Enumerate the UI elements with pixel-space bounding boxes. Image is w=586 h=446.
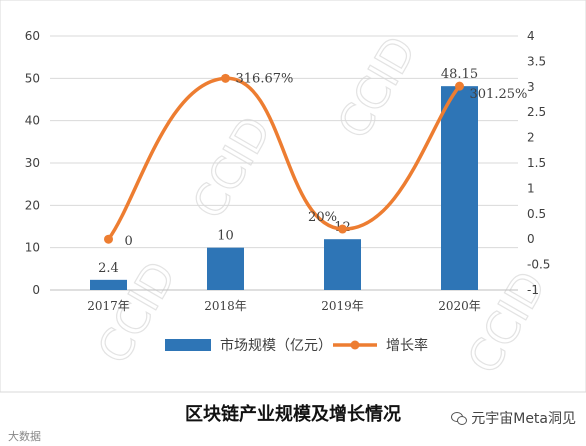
bar-data-label: 48.15 bbox=[441, 67, 478, 82]
left-tick-label: 20 bbox=[25, 198, 40, 212]
right-tick-label: 3.5 bbox=[527, 54, 546, 68]
right-tick-label: 0 bbox=[527, 232, 535, 246]
x-axis: 2017年 2018年 2019年 2020年 bbox=[87, 299, 481, 313]
left-tick-label: 60 bbox=[25, 29, 40, 43]
growth-point bbox=[104, 234, 113, 244]
growth-data-label: 0 bbox=[125, 234, 133, 249]
right-tick-label: -1 bbox=[527, 283, 539, 297]
legend-line-label: 增长率 bbox=[386, 337, 428, 354]
growth-data-label: 301.25% bbox=[470, 87, 528, 102]
legend: 市场规模（亿元） 增长率 bbox=[165, 337, 428, 354]
right-tick-label: 1.5 bbox=[527, 156, 546, 170]
left-tick-label: 40 bbox=[25, 114, 40, 128]
legend-bar-label: 市场规模（亿元） bbox=[220, 337, 332, 354]
right-tick-label: -0.5 bbox=[527, 258, 550, 272]
wechat-icon bbox=[451, 411, 468, 425]
bar bbox=[324, 239, 361, 290]
legend-bar-swatch bbox=[165, 339, 211, 351]
bar-data-label: 10 bbox=[217, 229, 234, 244]
bar bbox=[441, 86, 478, 290]
left-tick-label: 0 bbox=[32, 283, 40, 297]
chart-title: 区块链产业规模及增长情况 bbox=[185, 404, 401, 425]
left-axis: 0 10 20 30 40 50 60 bbox=[25, 29, 40, 297]
chart-border bbox=[0, 0, 586, 393]
bar bbox=[207, 247, 244, 290]
line-series: 0 316.67% 20% 301.25% bbox=[104, 71, 527, 249]
left-tick-label: 10 bbox=[25, 241, 40, 255]
corner-watermark: 大数据 bbox=[8, 430, 41, 443]
left-tick-label: 50 bbox=[25, 71, 40, 85]
legend-line-marker bbox=[350, 340, 360, 350]
bar-series: 2.4101248.15 bbox=[90, 67, 478, 290]
x-tick-label: 2017年 bbox=[87, 299, 130, 313]
right-tick-label: 0.5 bbox=[527, 207, 546, 221]
right-tick-label: 2.5 bbox=[527, 105, 546, 119]
bar-data-label: 2.4 bbox=[98, 261, 119, 276]
bar bbox=[90, 279, 127, 290]
right-tick-label: 2 bbox=[527, 131, 535, 145]
x-tick-label: 2020年 bbox=[438, 299, 481, 313]
brand-text: 元宇宙Meta洞见 bbox=[471, 411, 576, 427]
growth-data-label: 316.67% bbox=[236, 71, 294, 86]
growth-point bbox=[338, 224, 347, 234]
growth-point bbox=[221, 73, 230, 83]
right-tick-label: 1 bbox=[527, 181, 535, 195]
right-tick-label: 3 bbox=[527, 80, 535, 94]
right-axis: -1 -0.5 0 0.5 1 1.5 2 2.5 3 3.5 4 bbox=[527, 29, 550, 297]
right-tick-label: 4 bbox=[527, 29, 535, 43]
growth-point bbox=[455, 81, 464, 91]
brand-label[interactable]: 元宇宙Meta洞见 bbox=[451, 408, 576, 428]
growth-data-label: 20% bbox=[308, 210, 337, 225]
x-tick-label: 2019年 bbox=[321, 299, 364, 313]
x-tick-label: 2018年 bbox=[204, 299, 247, 313]
left-tick-label: 30 bbox=[25, 156, 40, 170]
growth-line bbox=[106, 76, 462, 241]
